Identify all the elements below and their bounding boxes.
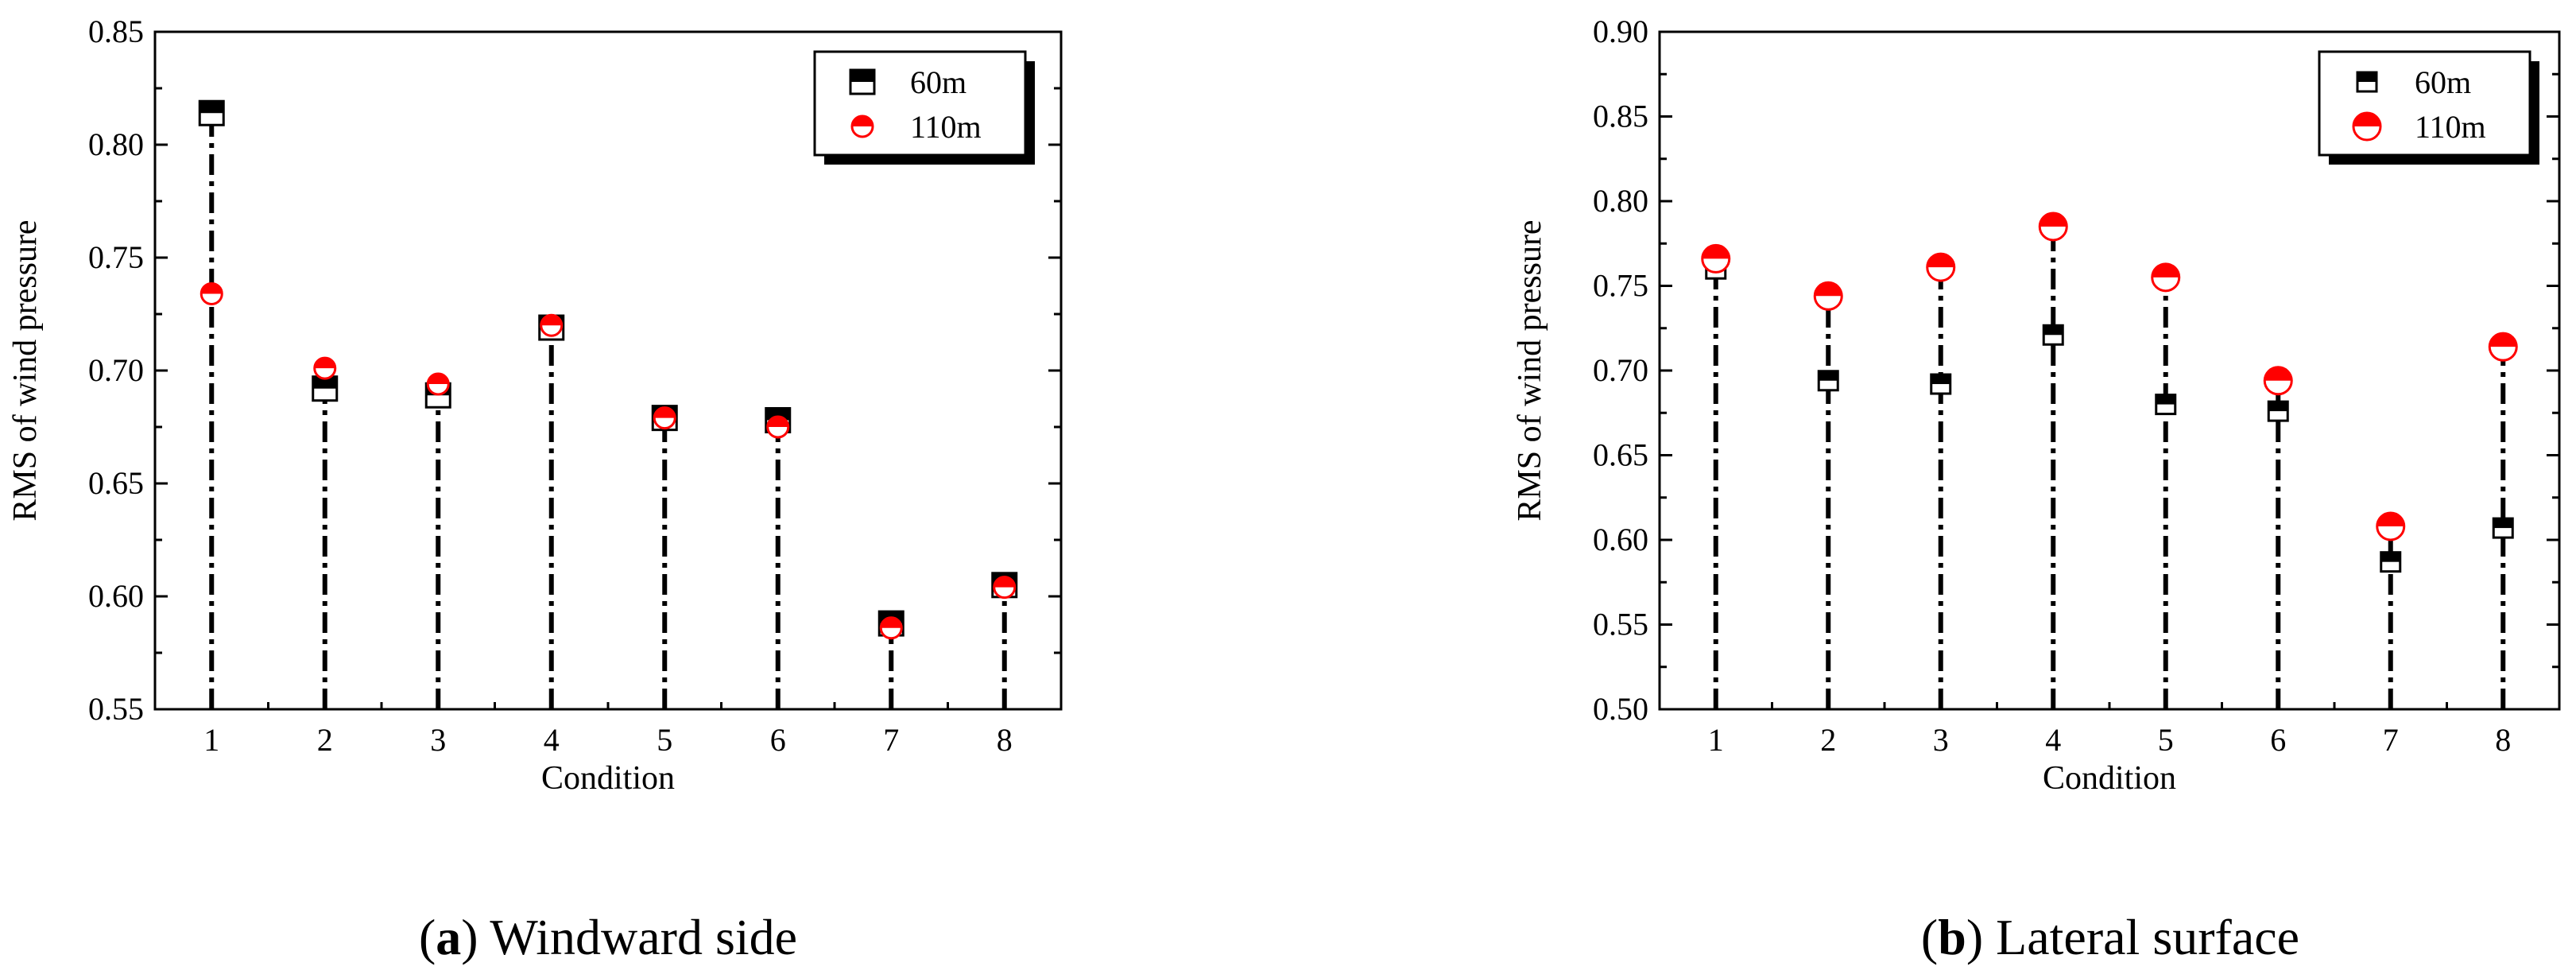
x-axis-title: Condition [541,760,675,797]
data-point-60m [198,99,225,126]
data-point-110m [540,313,564,337]
caption-text: Windward side [490,909,797,965]
y-axis-title: RMS of wind pressure [7,219,44,521]
data-point-110m [1813,281,1843,311]
y-tick-label: 0.60 [88,578,144,614]
y-tick-label: 0.50 [1593,691,1648,727]
data-point-110m [2038,212,2068,242]
x-tick-label: 3 [1933,722,1949,758]
x-tick-label: 5 [2158,722,2174,758]
data-point-110m [653,406,676,430]
y-tick-label: 0.70 [88,352,144,388]
x-tick-label: 8 [997,722,1013,758]
legend-box [2318,50,2531,157]
data-point-60m [312,375,339,402]
data-point-60m [2492,517,2514,539]
data-point-60m [2267,400,2289,422]
y-tick-label: 0.65 [1593,437,1648,473]
legend: 60m 110m [813,50,1035,165]
x-axis-title: Condition [2043,760,2176,797]
x-tick-label: 4 [544,722,560,758]
data-point-110m [1926,252,1956,282]
y-tick-label: 0.55 [88,691,144,727]
data-point-110m [2376,511,2406,541]
data-point-110m [2263,366,2293,396]
caption-letter: a [436,909,461,965]
legend-label: 110m [910,109,982,145]
data-point-110m [1701,243,1731,274]
legend-marker-60m [849,68,876,95]
y-tick-label: 0.70 [1593,352,1648,388]
y-tick-label: 0.80 [88,126,144,162]
x-tick-label: 1 [1708,722,1724,758]
panel-caption: (b) Lateral surface [1921,909,2299,965]
y-tick-label: 0.85 [88,14,144,49]
x-tick-label: 5 [657,722,672,758]
legend-label: 110m [2415,109,2486,145]
y-tick-label: 0.55 [1593,607,1648,642]
y-tick-label: 0.75 [88,239,144,275]
x-tick-label: 7 [2383,722,2399,758]
caption-letter: b [1938,909,1966,965]
data-point-110m [313,356,337,380]
y-tick-label: 0.75 [1593,268,1648,304]
stem-lines [209,113,1007,709]
x-tick-label: 1 [203,722,219,758]
data-point-60m [2042,324,2064,346]
panel-caption: (a) Windward side [419,909,797,965]
data-point-60m [1930,373,1952,395]
chart-panel-b: 0.50 0.55 0.60 0.65 0.70 0.75 0.80 0.85 0.90 1 2 3 4… [1512,14,2561,965]
data-point-110m [2488,332,2518,362]
data-point-60m [1817,370,1839,392]
legend: 60m 110m [2318,50,2539,165]
x-tick-label: 3 [430,722,446,758]
legend-label: 60m [2415,64,2471,100]
y-tick-label: 0.60 [1593,522,1648,557]
x-tick-label: 2 [1820,722,1836,758]
y-tick-label: 0.80 [1593,183,1648,219]
y-axis-title: RMS of wind pressure [1512,219,1548,521]
data-point-110m [426,372,450,396]
y-tick-label: 0.65 [88,465,144,501]
data-point-110m [879,616,903,640]
y-tick-label: 0.90 [1593,14,1648,49]
legend-marker-110m [850,114,874,138]
data-point-110m [199,281,223,305]
chart-panel-a: 0.55 0.60 0.65 0.70 0.75 0.80 0.85 1 2 3 4 5 6 7 8 Cond… [7,14,1063,965]
x-tick-label: 2 [317,722,333,758]
x-tick-label: 6 [770,722,786,758]
series-110m [199,281,1017,640]
x-tick-label: 4 [2045,722,2061,758]
data-point-110m [993,576,1017,600]
legend-marker-60m [2356,71,2378,93]
data-point-60m [2380,551,2402,573]
legend-label: 60m [910,64,966,100]
data-point-60m [2155,394,2177,416]
x-tick-label: 7 [883,722,899,758]
caption-text: Lateral surface [1996,909,2299,965]
legend-marker-110m [2352,111,2382,142]
x-tick-label: 6 [2270,722,2286,758]
x-tick-label: 8 [2495,722,2511,758]
data-point-110m [2151,262,2181,293]
series-110m [1701,212,2518,541]
data-point-110m [766,415,790,439]
y-tick-label: 0.85 [1593,99,1648,134]
